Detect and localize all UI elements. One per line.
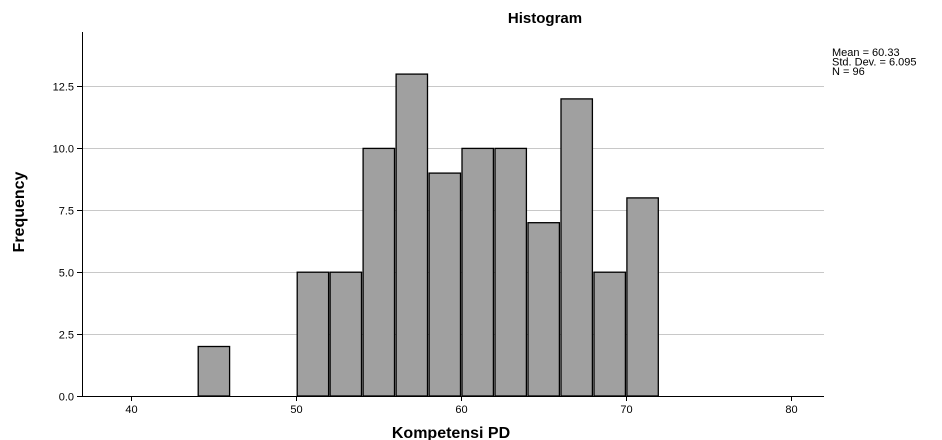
y-tick-label: 2.5 bbox=[59, 330, 74, 342]
y-tick-label: 0.0 bbox=[59, 392, 74, 404]
stats-line: Mean = 60.33 bbox=[832, 47, 900, 59]
histogram-bar bbox=[395, 73, 429, 397]
histogram-bar bbox=[527, 222, 561, 397]
histogram-bar bbox=[329, 271, 363, 397]
histogram-bar bbox=[626, 197, 659, 397]
stats-line: N = 96 bbox=[832, 66, 865, 78]
histogram-bar bbox=[428, 172, 462, 397]
histogram-bar bbox=[461, 147, 495, 397]
x-tick-labels: 40 50 60 70 80 bbox=[125, 404, 797, 416]
histogram-bar bbox=[296, 271, 330, 397]
x-tick-label: 80 bbox=[785, 404, 797, 416]
y-tick-labels: 0.0 2.5 5.0 7.5 10.0 12.5 bbox=[53, 82, 74, 404]
x-tick-label: 60 bbox=[455, 404, 467, 416]
y-tick-label: 12.5 bbox=[53, 82, 74, 94]
histogram-bar bbox=[362, 147, 396, 397]
histogram-bar bbox=[593, 271, 627, 397]
y-tick-label: 5.0 bbox=[59, 268, 74, 280]
y-tick-label: 7.5 bbox=[59, 206, 74, 218]
y-axis-title: Frequency bbox=[11, 171, 28, 252]
chart-title: Histogram bbox=[508, 10, 582, 27]
histogram-bar bbox=[197, 345, 231, 397]
histogram-bar bbox=[494, 147, 528, 397]
y-tick-label: 10.0 bbox=[53, 144, 74, 156]
axes bbox=[77, 32, 824, 401]
x-tick-label: 40 bbox=[125, 404, 137, 416]
bars bbox=[197, 73, 659, 397]
stats-line: Std. Dev. = 6.095 bbox=[832, 57, 917, 69]
x-axis-title: Kompetensi PD bbox=[392, 425, 510, 440]
histogram-bar bbox=[560, 98, 594, 397]
x-tick-label: 50 bbox=[290, 404, 302, 416]
x-tick-label: 70 bbox=[620, 404, 632, 416]
